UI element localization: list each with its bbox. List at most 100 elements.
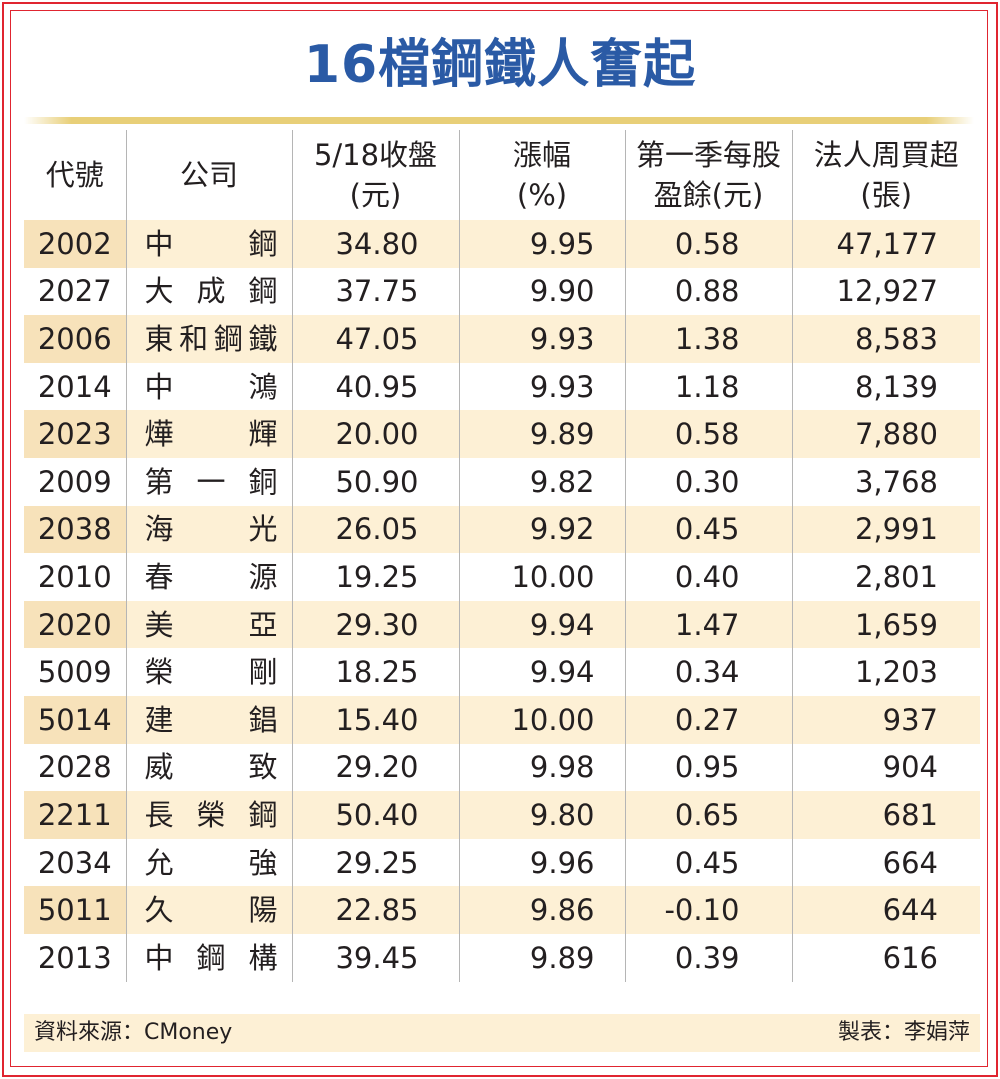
change-pct-cell: 9.94: [458, 600, 625, 649]
stock-code-cell: 2038: [24, 505, 126, 554]
company-name-cell: 允強: [125, 838, 292, 887]
stock-code-cell: 2020: [24, 600, 126, 649]
change-pct-cell: 9.80: [458, 791, 625, 839]
table-row: 5011 久陽 22.85 9.86 -0.10 644: [24, 886, 980, 934]
q1-eps-cell: 0.30: [624, 457, 792, 506]
q1-eps-cell: -0.10: [624, 886, 792, 934]
close-price-cell: 29.30: [291, 600, 459, 649]
change-pct-cell: 9.90: [458, 267, 625, 316]
stock-code-cell: 2013: [37, 940, 112, 975]
page-title: 16檔鋼鐵人奮起: [303, 35, 697, 95]
q1-eps-cell: 0.34: [624, 648, 792, 696]
table-row: 2211 長榮鋼 50.40 9.80 0.65 681: [24, 791, 980, 839]
net-buy-cell: 3,768: [791, 457, 980, 506]
q1-eps-cell: 0.45: [624, 838, 792, 887]
q1-eps-cell: 1.38: [624, 315, 792, 363]
close-price-cell: 19.25: [291, 553, 459, 601]
net-buy-cell: 7,880: [791, 410, 980, 458]
stock-code-cell: 2006: [24, 315, 126, 363]
company-name-cell: 春源: [125, 553, 292, 601]
change-pct-cell: 9.82: [458, 457, 625, 506]
net-buy-cell: 937: [791, 695, 980, 744]
company-name-cell: 建錩: [125, 695, 292, 744]
close-price-cell: 18.25: [291, 648, 459, 696]
change-pct-cell: 9.96: [458, 838, 625, 887]
inner-frame: [10, 10, 988, 1067]
company-name-cell: 榮剛: [125, 648, 292, 696]
header-institutional-net-buy: 法人周買超 (張): [791, 130, 980, 220]
change-pct-cell: 9.98: [458, 743, 625, 792]
close-price-cell: 40.95: [291, 362, 459, 411]
company-name-cell: 久陽: [125, 886, 292, 934]
close-price-cell: 50.40: [291, 791, 459, 839]
stock-code-cell: 2211: [24, 791, 126, 839]
table-row: 2027 大成鋼 37.75 9.90 0.88 12,927: [24, 267, 980, 316]
stock-code-cell: 2034: [37, 845, 112, 880]
stock-code-cell: 2009: [37, 464, 112, 499]
table-body: 2002 中鋼 34.80 9.95 0.58 47,177 2027 大成鋼 37.75 9.9…: [24, 220, 980, 982]
stock-code-cell: 2023: [24, 410, 126, 458]
change-pct-cell: 10.00: [458, 695, 625, 744]
header-code: 代號: [45, 158, 104, 192]
close-price-cell: 50.90: [291, 457, 459, 506]
close-price-cell: 29.25: [291, 838, 459, 887]
net-buy-cell: 47,177: [791, 220, 980, 268]
stock-code-cell: 2010: [37, 559, 112, 594]
stock-code-cell: 5014: [24, 695, 126, 744]
company-name-cell: 海光: [125, 505, 292, 554]
header-company: 公司: [125, 130, 292, 220]
close-price-cell: 37.75: [291, 267, 459, 316]
title-divider: [24, 117, 974, 124]
table-row: 2034 允強 29.25 9.96 0.45 664: [24, 838, 980, 887]
company-name-cell: 長榮鋼: [125, 791, 292, 839]
net-buy-cell: 1,203: [791, 648, 980, 696]
source-note: 資料來源：CMoney: [34, 1020, 233, 1045]
q1-eps-cell: 0.45: [624, 505, 792, 554]
table-row: 2020 美亞 29.30 9.94 1.47 1,659: [24, 600, 980, 649]
change-pct-cell: 10.00: [458, 553, 625, 601]
net-buy-cell: 644: [791, 886, 980, 934]
header-close-price: 5/18收盤 (元): [291, 130, 459, 220]
company-name-cell: 中鋼構: [125, 933, 292, 982]
close-price-cell: 22.85: [291, 886, 459, 934]
table-row: 2038 海光 26.05 9.92 0.45 2,991: [24, 505, 980, 554]
company-name-cell: 中鴻: [125, 362, 292, 411]
q1-eps-cell: 1.18: [624, 362, 792, 411]
q1-eps-cell: 0.27: [624, 695, 792, 744]
q1-eps-cell: 0.65: [624, 791, 792, 839]
table-row: 5014 建錩 15.40 10.00 0.27 937: [24, 695, 980, 744]
table-row: 2009 第一銅 50.90 9.82 0.30 3,768: [24, 457, 980, 506]
table-row: 2028 威致 29.20 9.98 0.95 904: [24, 743, 980, 792]
close-price-cell: 39.45: [291, 933, 459, 982]
header-q1-eps: 第一季每股 盈餘(元): [624, 130, 792, 220]
close-price-cell: 34.80: [291, 220, 459, 268]
close-price-cell: 26.05: [291, 505, 459, 554]
stock-code-cell: 2027: [37, 274, 112, 309]
company-name-cell: 燁輝: [125, 410, 292, 458]
q1-eps-cell: 0.39: [624, 933, 792, 982]
table-row: 2010 春源 19.25 10.00 0.40 2,801: [24, 553, 980, 601]
company-name-cell: 威致: [125, 743, 292, 792]
stock-code-cell: 2002: [24, 220, 126, 268]
company-name-cell: 中鋼: [125, 220, 292, 268]
table-row: 2013 中鋼構 39.45 9.89 0.39 616: [24, 933, 980, 982]
change-pct-cell: 9.89: [458, 933, 625, 982]
table-row: 2014 中鴻 40.95 9.93 1.18 8,139: [24, 362, 980, 411]
table-row: 5009 榮剛 18.25 9.94 0.34 1,203: [24, 648, 980, 696]
net-buy-cell: 12,927: [791, 267, 980, 316]
change-pct-cell: 9.94: [458, 648, 625, 696]
stock-code-cell: 2028: [37, 750, 112, 785]
company-name-cell: 美亞: [125, 600, 292, 649]
change-pct-cell: 9.89: [458, 410, 625, 458]
stock-code-cell: 5011: [24, 886, 126, 934]
close-price-cell: 29.20: [291, 743, 459, 792]
stock-code-cell: 5009: [37, 655, 112, 690]
steel-stocks-table: 代號 公司 5/18收盤 (元) 漲幅 (%) 第一季每股 盈餘(元) 法人周買超 (張…: [24, 130, 980, 982]
close-price-cell: 47.05: [291, 315, 459, 363]
net-buy-cell: 904: [791, 743, 980, 792]
header-change-pct: 漲幅 (%): [458, 130, 625, 220]
table-row: 2023 燁輝 20.00 9.89 0.58 7,880: [24, 410, 980, 458]
table-row: 2002 中鋼 34.80 9.95 0.58 47,177: [24, 220, 980, 268]
q1-eps-cell: 0.58: [624, 410, 792, 458]
